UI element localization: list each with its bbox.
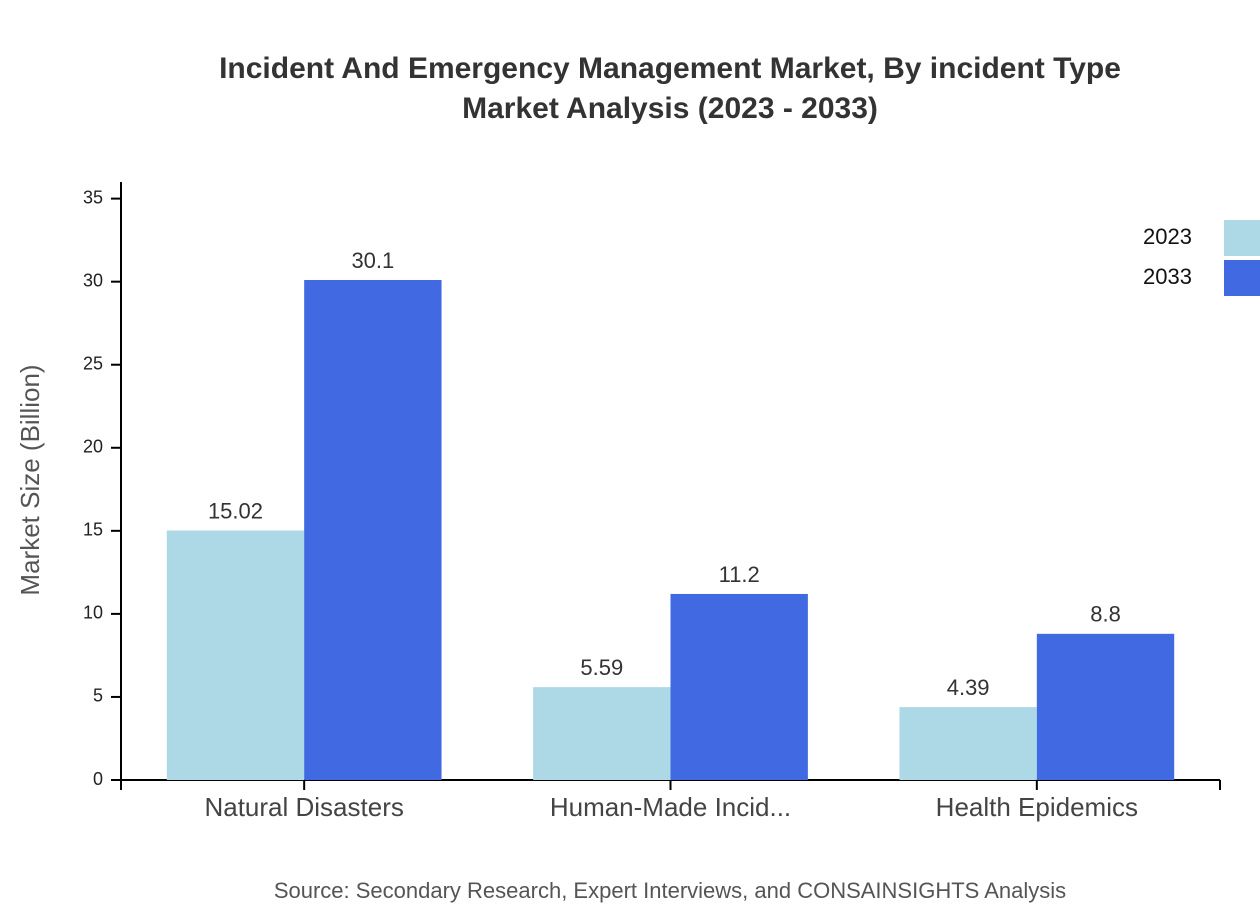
legend-label: 2033 <box>1143 264 1192 289</box>
y-tick-label: 5 <box>93 686 103 706</box>
bar <box>670 593 808 780</box>
value-label: 15.02 <box>208 498 263 523</box>
value-label: 30.1 <box>351 248 394 273</box>
x-tick-label: Human-Made Incid... <box>550 792 791 822</box>
value-label: 11.2 <box>719 562 760 587</box>
bar <box>166 530 305 780</box>
bar <box>1036 633 1175 780</box>
chart-title: Market Analysis (2023 - 2033) <box>462 92 878 125</box>
y-axis-label: Market Size (Billion) <box>15 364 45 595</box>
bar <box>899 707 1037 780</box>
value-label: 4.39 <box>947 675 990 700</box>
y-tick-label: 20 <box>83 437 103 457</box>
chart-title: Incident And Emergency Management Market… <box>219 52 1121 85</box>
legend-label: 2023 <box>1143 224 1192 249</box>
x-tick-label: Natural Disasters <box>204 792 403 822</box>
y-tick-label: 10 <box>83 603 103 623</box>
y-tick-label: 35 <box>83 187 103 207</box>
legend-swatch <box>1224 260 1260 296</box>
x-tick-label: Health Epidemics <box>936 792 1138 822</box>
value-label: 8.8 <box>1090 602 1121 627</box>
value-label: 5.59 <box>580 655 623 680</box>
bar <box>304 280 442 780</box>
y-tick-label: 0 <box>93 769 103 789</box>
y-tick-label: 25 <box>83 353 103 373</box>
y-tick-label: 30 <box>83 270 103 290</box>
bar <box>533 687 671 780</box>
y-tick-label: 15 <box>83 520 103 540</box>
legend-swatch <box>1224 220 1260 256</box>
source: Source: Secondary Research, Expert Inter… <box>274 878 1066 903</box>
